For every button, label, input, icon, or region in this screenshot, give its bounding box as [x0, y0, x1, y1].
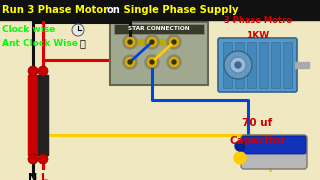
Circle shape [28, 154, 38, 164]
Text: N: N [28, 173, 38, 180]
Text: Single Phase Supply: Single Phase Supply [120, 5, 238, 15]
Circle shape [167, 55, 181, 69]
FancyBboxPatch shape [242, 136, 306, 154]
Text: Clock wise: Clock wise [2, 26, 55, 35]
Circle shape [145, 35, 159, 49]
Text: ⏳: ⏳ [80, 38, 86, 48]
Bar [259, 42, 268, 88]
Circle shape [172, 40, 176, 44]
Bar [295, 62, 309, 68]
Circle shape [128, 60, 132, 64]
Circle shape [148, 37, 156, 46]
Bar [0, 0, 320, 20]
Circle shape [123, 55, 137, 69]
Circle shape [230, 57, 246, 73]
Text: on: on [107, 5, 121, 15]
Circle shape [38, 154, 48, 164]
Text: Run 3 Phase Motor: Run 3 Phase Motor [2, 5, 112, 15]
Circle shape [123, 35, 137, 49]
Circle shape [167, 35, 181, 49]
Circle shape [148, 57, 156, 66]
Text: L: L [42, 173, 49, 180]
Circle shape [128, 40, 132, 44]
Circle shape [38, 66, 48, 76]
Text: 1KW: 1KW [246, 31, 269, 40]
Text: Ant Clock Wise: Ant Clock Wise [2, 39, 78, 48]
Bar [271, 42, 280, 88]
Circle shape [170, 57, 179, 66]
Bar [28, 75, 48, 155]
Text: Capacitor: Capacitor [229, 136, 286, 146]
Circle shape [145, 55, 159, 69]
Bar [235, 42, 244, 88]
Circle shape [28, 66, 38, 76]
Text: 70 uf: 70 uf [242, 118, 273, 128]
Text: 3 Phase Motro: 3 Phase Motro [223, 16, 292, 25]
Circle shape [125, 37, 134, 46]
Circle shape [235, 141, 245, 151]
Bar [38, 75, 48, 155]
Circle shape [170, 37, 179, 46]
Circle shape [172, 60, 176, 64]
Text: STAR CONNECTION: STAR CONNECTION [128, 26, 190, 31]
Bar [283, 42, 292, 88]
FancyBboxPatch shape [114, 24, 204, 34]
Circle shape [72, 24, 84, 36]
Circle shape [224, 51, 252, 79]
Bar [28, 75, 38, 155]
FancyBboxPatch shape [218, 38, 297, 92]
FancyBboxPatch shape [110, 22, 208, 85]
Circle shape [125, 57, 134, 66]
Bar [247, 42, 256, 88]
Circle shape [234, 152, 246, 164]
Circle shape [150, 60, 154, 64]
Bar [223, 42, 232, 88]
Circle shape [150, 40, 154, 44]
FancyBboxPatch shape [241, 135, 307, 169]
Circle shape [235, 62, 241, 68]
